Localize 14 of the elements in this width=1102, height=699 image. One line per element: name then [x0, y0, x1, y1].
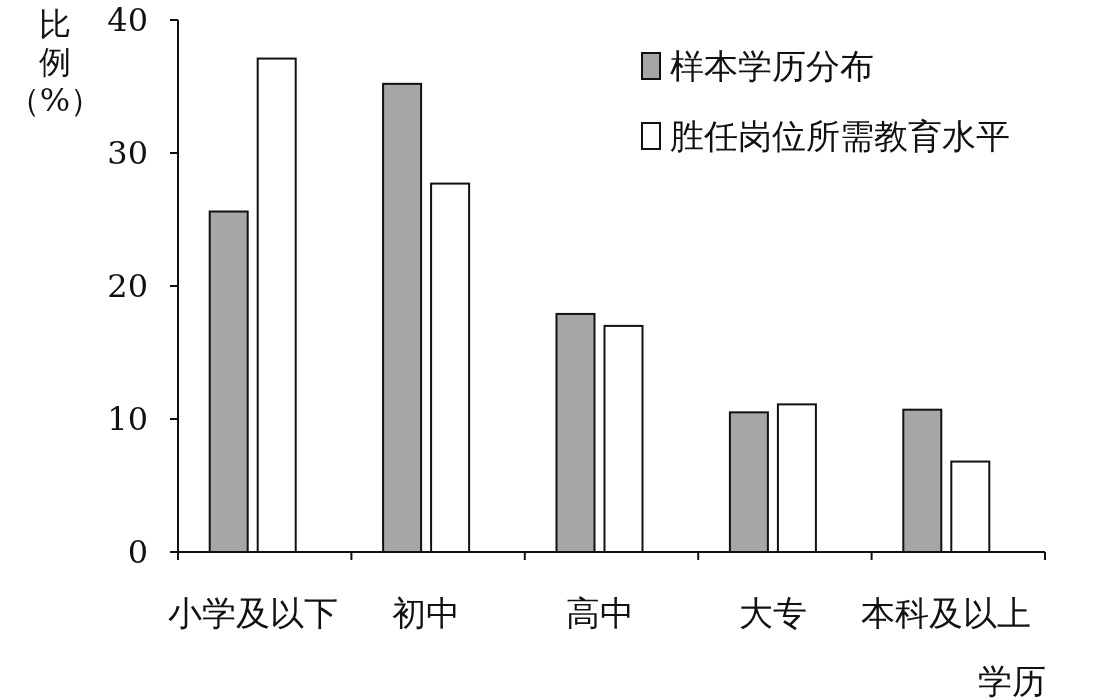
legend-label: 胜任岗位所需教育水平: [670, 116, 1010, 156]
y-tick-label: 0: [127, 533, 148, 571]
legend-label: 样本学历分布: [670, 46, 874, 86]
x-tick-label: 小学及以下: [167, 593, 338, 633]
y-tick-label: 20: [107, 267, 148, 305]
x-axis-title: 学历: [978, 661, 1046, 699]
y-tick-label: 30: [107, 134, 148, 172]
x-tick-label: 本科及以上: [861, 593, 1032, 633]
y-tick-label: 40: [107, 1, 148, 39]
x-tick-label: 初中: [392, 593, 461, 633]
y-axis-title: 比例（%）: [7, 5, 103, 119]
x-tick-label: 大专: [738, 593, 807, 633]
y-tick-label: 10: [107, 400, 148, 438]
x-tick-label: 高中: [565, 593, 634, 633]
